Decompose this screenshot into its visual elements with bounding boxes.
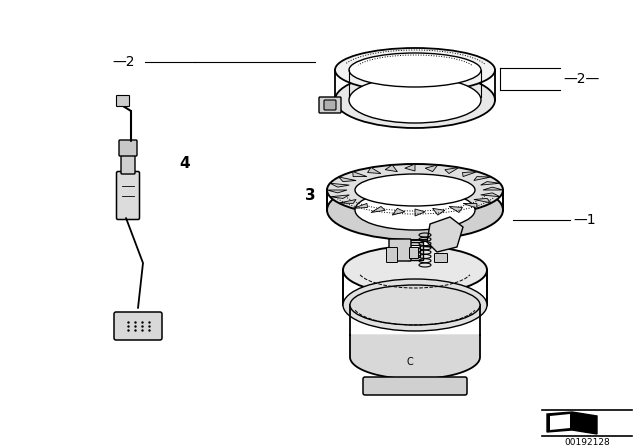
Polygon shape (547, 412, 597, 434)
FancyBboxPatch shape (387, 247, 397, 263)
Polygon shape (353, 172, 367, 177)
Polygon shape (385, 165, 397, 172)
FancyBboxPatch shape (435, 254, 447, 263)
FancyBboxPatch shape (116, 172, 140, 220)
Ellipse shape (327, 180, 503, 240)
Polygon shape (481, 181, 500, 185)
FancyBboxPatch shape (121, 154, 135, 174)
Polygon shape (330, 195, 349, 198)
Bar (410, 245, 420, 257)
Ellipse shape (335, 48, 495, 92)
Polygon shape (427, 217, 463, 252)
Ellipse shape (355, 174, 475, 206)
Polygon shape (449, 207, 463, 212)
Polygon shape (415, 209, 425, 216)
FancyBboxPatch shape (119, 140, 137, 156)
Polygon shape (353, 203, 367, 208)
Ellipse shape (350, 285, 480, 325)
FancyBboxPatch shape (410, 247, 419, 258)
Polygon shape (405, 164, 415, 171)
Polygon shape (550, 414, 570, 430)
Ellipse shape (349, 53, 481, 87)
Text: 3: 3 (305, 188, 316, 202)
FancyBboxPatch shape (116, 95, 129, 107)
FancyBboxPatch shape (363, 377, 467, 395)
Polygon shape (463, 172, 477, 177)
Polygon shape (474, 198, 492, 203)
Ellipse shape (327, 164, 503, 216)
Text: —1: —1 (573, 213, 596, 227)
Polygon shape (481, 193, 500, 197)
Polygon shape (474, 177, 492, 181)
Ellipse shape (349, 77, 481, 123)
Ellipse shape (355, 190, 475, 230)
Text: 4: 4 (180, 155, 190, 171)
FancyBboxPatch shape (319, 97, 341, 113)
Ellipse shape (343, 279, 487, 331)
Polygon shape (339, 199, 356, 203)
Polygon shape (350, 335, 480, 379)
Bar (407, 242, 423, 260)
Ellipse shape (343, 246, 487, 294)
Polygon shape (445, 168, 459, 173)
Text: —2—: —2— (563, 72, 599, 86)
FancyBboxPatch shape (389, 239, 411, 261)
Text: —2: —2 (113, 55, 135, 69)
Polygon shape (371, 207, 385, 212)
Text: C: C (406, 357, 413, 367)
Text: 00192128: 00192128 (564, 438, 610, 447)
Polygon shape (327, 190, 347, 193)
Polygon shape (330, 183, 349, 187)
Polygon shape (425, 165, 438, 172)
Polygon shape (433, 208, 445, 215)
Polygon shape (483, 187, 503, 190)
Polygon shape (339, 177, 356, 181)
Polygon shape (463, 203, 477, 208)
FancyBboxPatch shape (324, 100, 336, 110)
Polygon shape (367, 168, 381, 173)
Polygon shape (392, 208, 405, 215)
Ellipse shape (335, 72, 495, 128)
FancyBboxPatch shape (114, 312, 162, 340)
